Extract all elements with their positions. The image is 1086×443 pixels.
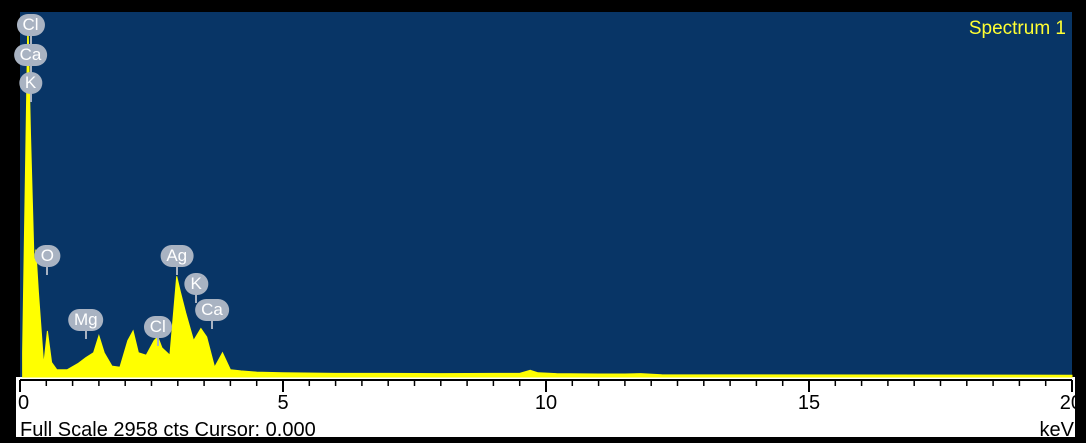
peak-label-stem — [29, 36, 32, 45]
x-tick-label: 0 — [18, 392, 30, 414]
peak-label-stem — [156, 338, 159, 347]
peak-label-cl: Cl — [16, 14, 45, 37]
status-readout: Full Scale 2958 cts Cursor: 0.000 — [20, 419, 316, 441]
peak-label-stem — [84, 330, 87, 339]
x-tick-label: 20 — [1059, 392, 1082, 414]
spectrum-layer — [22, 17, 1073, 378]
peak-label-stem — [175, 266, 178, 275]
peak-label-o: O — [34, 244, 60, 267]
peak-label-stem — [29, 66, 32, 75]
peak-label-ag: Ag — [160, 244, 194, 267]
plot-background — [20, 12, 1072, 377]
x-axis-unit: keV — [1039, 419, 1074, 441]
peak-label-ca: Ca — [195, 299, 229, 322]
peak-label-k: K — [184, 272, 208, 295]
x-axis — [19, 379, 1073, 392]
chart-title: Spectrum 1 — [968, 18, 1066, 39]
peak-label-stem — [46, 266, 49, 275]
x-tick-label: 15 — [797, 392, 821, 414]
x-tick-label: 5 — [277, 392, 289, 414]
peak-label-stem — [195, 294, 198, 303]
peak-label-mg: Mg — [67, 308, 104, 331]
peak-label-ca: Ca — [13, 44, 48, 67]
spectrum-area — [22, 17, 1073, 378]
peak-label-stem — [210, 321, 213, 330]
peak-label-cl: Cl — [143, 316, 172, 339]
x-tick-label: 10 — [534, 392, 558, 414]
peak-label-stem — [29, 94, 32, 103]
peak-label-k: K — [18, 72, 43, 95]
